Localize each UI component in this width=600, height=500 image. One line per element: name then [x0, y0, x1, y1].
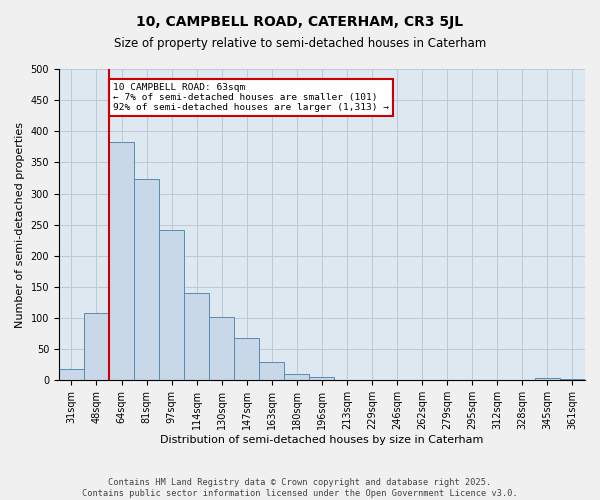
Bar — [59, 368, 84, 380]
Text: Contains HM Land Registry data © Crown copyright and database right 2025.
Contai: Contains HM Land Registry data © Crown c… — [82, 478, 518, 498]
Y-axis label: Number of semi-detached properties: Number of semi-detached properties — [15, 122, 25, 328]
Bar — [134, 179, 159, 380]
Text: 10 CAMPBELL ROAD: 63sqm
← 7% of semi-detached houses are smaller (101)
92% of se: 10 CAMPBELL ROAD: 63sqm ← 7% of semi-det… — [113, 82, 389, 112]
Bar — [284, 374, 310, 380]
Bar — [209, 318, 234, 380]
Bar — [259, 362, 284, 380]
Bar — [535, 378, 560, 380]
Text: Size of property relative to semi-detached houses in Caterham: Size of property relative to semi-detach… — [114, 38, 486, 51]
Bar — [560, 379, 585, 380]
Bar — [234, 338, 259, 380]
Text: 10, CAMPBELL ROAD, CATERHAM, CR3 5JL: 10, CAMPBELL ROAD, CATERHAM, CR3 5JL — [136, 15, 464, 29]
Bar — [184, 292, 209, 380]
Bar — [159, 230, 184, 380]
Bar — [109, 142, 134, 380]
Bar — [84, 313, 109, 380]
X-axis label: Distribution of semi-detached houses by size in Caterham: Distribution of semi-detached houses by … — [160, 435, 484, 445]
Bar — [310, 376, 334, 380]
